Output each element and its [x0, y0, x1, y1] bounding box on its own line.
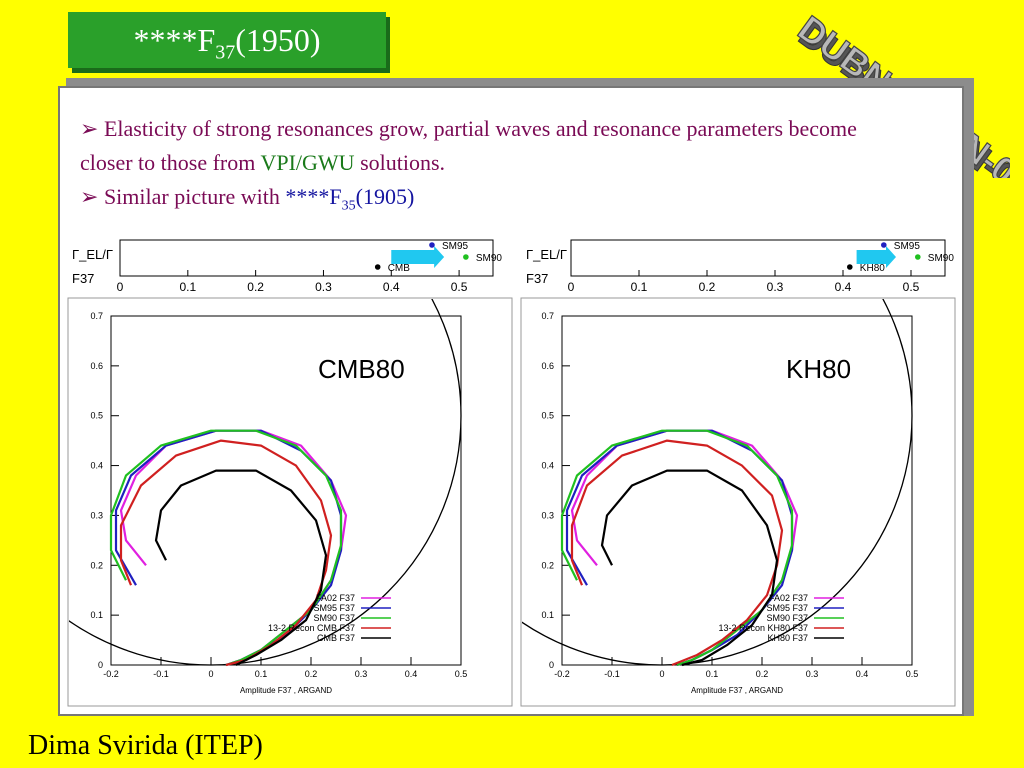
bullet-item-2: ➢ Similar picture with ****F35(1905) [80, 180, 880, 223]
bullet-item-1: ➢ Elasticity of strong resonances grow, … [80, 112, 880, 180]
slide-title: ****F37(1950) [68, 12, 386, 68]
bullet2-highlight-suffix: (1905) [355, 184, 415, 209]
title-suffix: (1950) [235, 22, 321, 58]
title-subscript: 37 [215, 41, 236, 64]
bullet2-highlight-sub: 35 [341, 198, 356, 214]
bullet1-text-end: solutions. [354, 150, 446, 175]
footer-author: Dima Svirida (ITEP) [28, 730, 263, 761]
bullet2-text: Similar picture with [103, 184, 286, 209]
bullet-arrow-icon: ➢ [80, 116, 99, 141]
bullet2-highlight-prefix: ****F [285, 184, 342, 209]
bullet-list: ➢ Elasticity of strong resonances grow, … [80, 112, 880, 223]
bullet1-highlight: VPI/GWU [260, 150, 355, 175]
bullet-arrow-icon: ➢ [80, 184, 99, 209]
title-prefix: ****F [133, 22, 216, 58]
bullet2-highlight: ****F35(1905) [285, 184, 415, 213]
bullet1-text: Elasticity of strong resonances grow, pa… [80, 116, 857, 175]
